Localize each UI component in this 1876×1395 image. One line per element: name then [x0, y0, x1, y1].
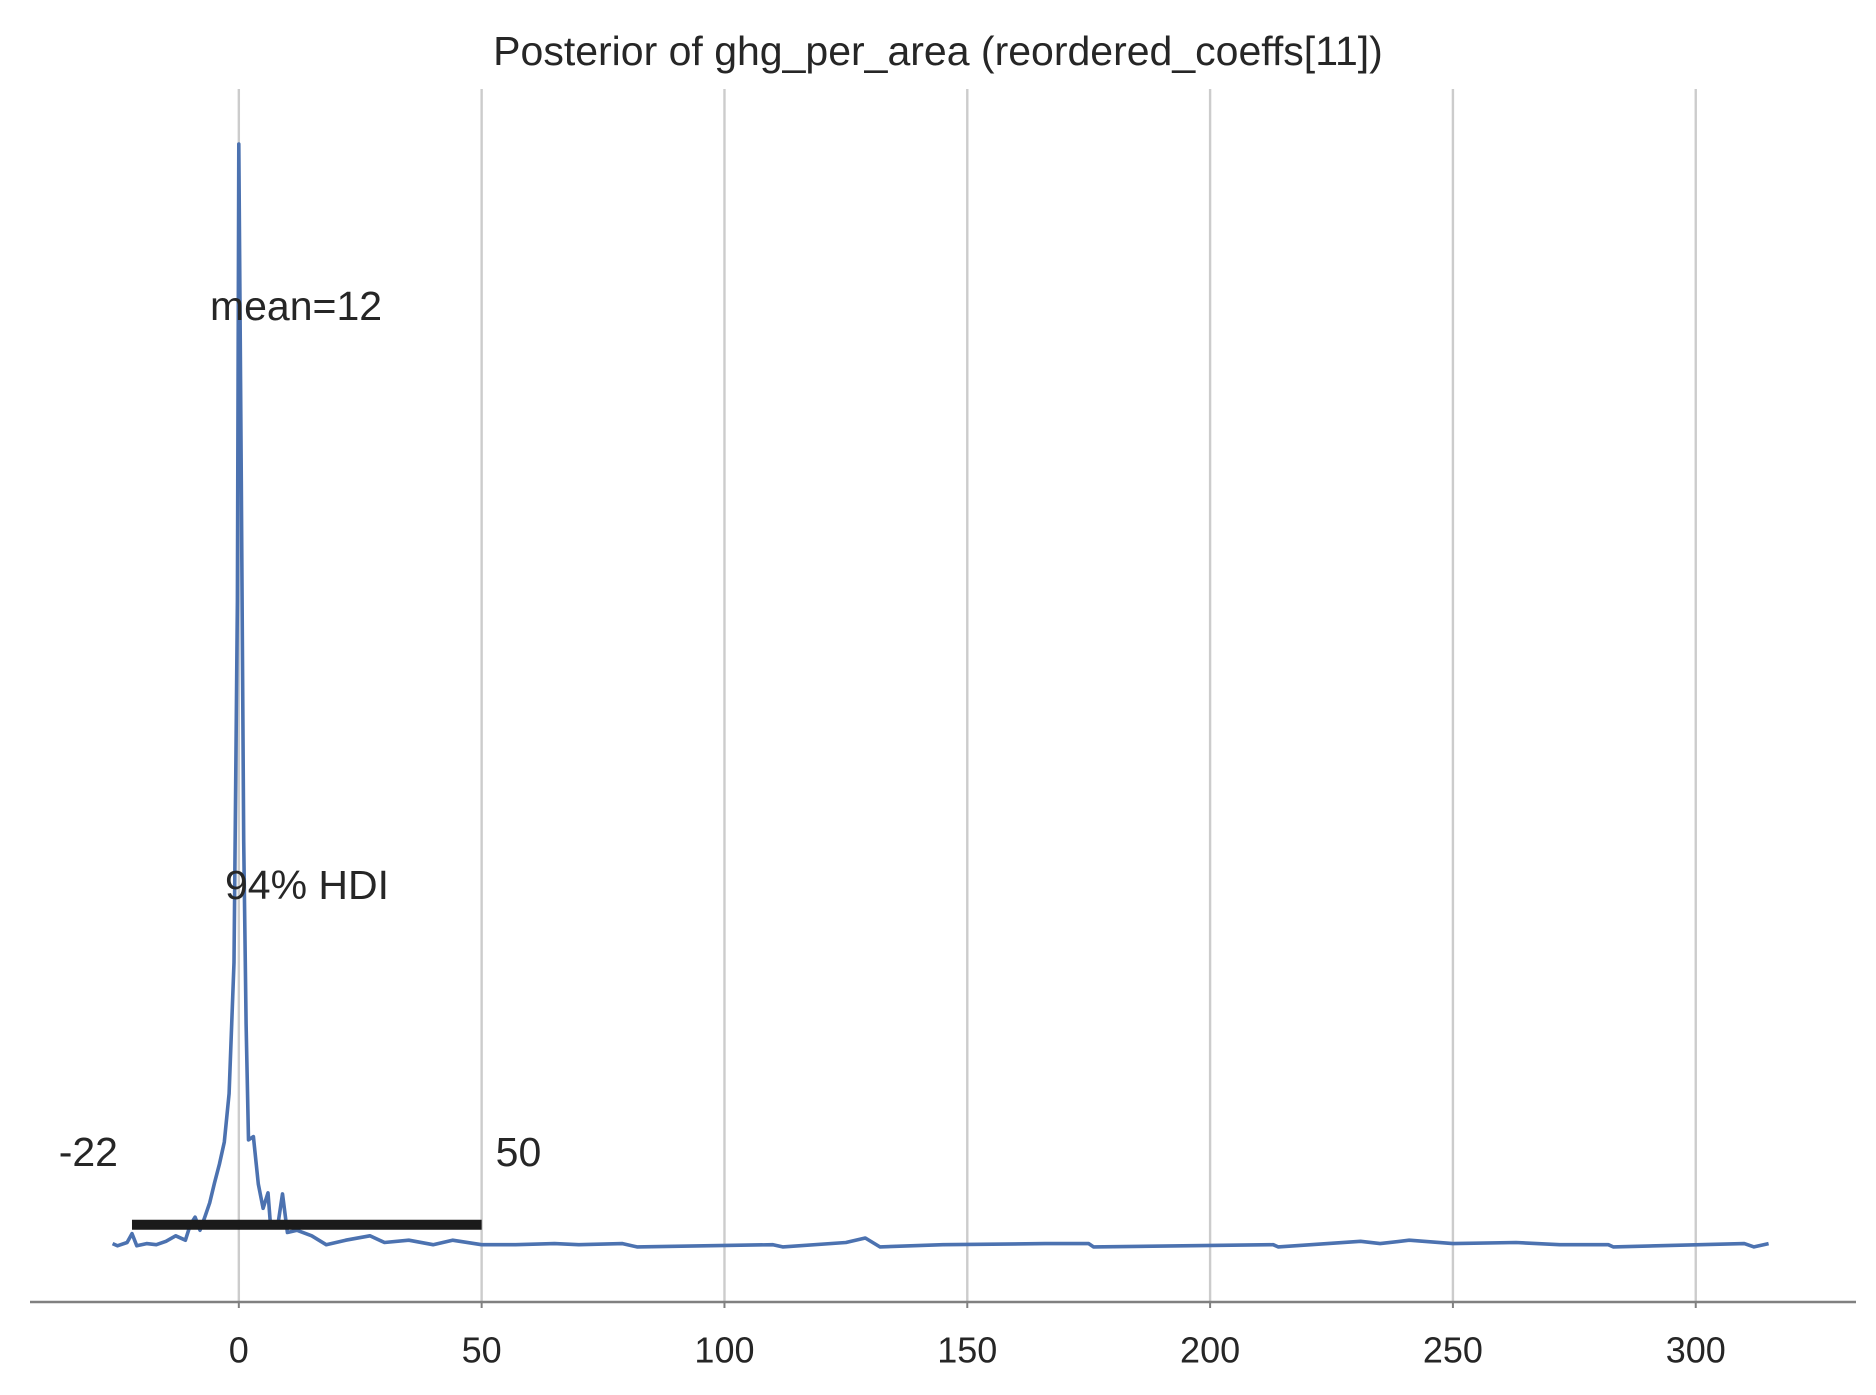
x-tick-label: 0: [229, 1330, 249, 1371]
hdi-low-label: -22: [59, 1129, 118, 1175]
x-tick-label: 200: [1180, 1330, 1240, 1371]
hdi-label: 94% HDI: [225, 862, 389, 908]
x-tick-label: 300: [1666, 1330, 1726, 1371]
mean-label: mean=12: [210, 283, 382, 329]
x-tick-label: 250: [1423, 1330, 1483, 1371]
x-tick-label: 100: [694, 1330, 754, 1371]
hdi-high-label: 50: [496, 1129, 542, 1175]
x-tick-label: 150: [937, 1330, 997, 1371]
x-tick-label: 50: [462, 1330, 502, 1371]
chart-title: Posterior of ghg_per_area (reordered_coe…: [493, 28, 1383, 74]
